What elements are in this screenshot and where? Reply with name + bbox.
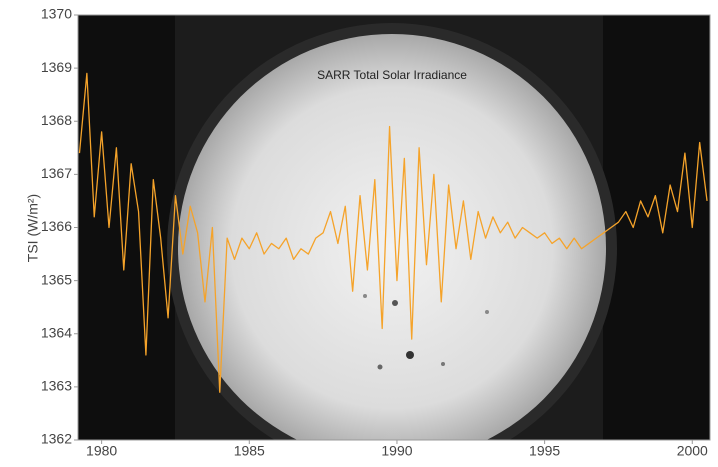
y-tick-label: 1368	[41, 112, 72, 128]
x-tick-label: 1990	[381, 443, 412, 459]
y-tick-label: 1363	[41, 378, 72, 394]
x-tick-label: 1980	[86, 443, 117, 459]
y-axis-label: TSI (W/m²)	[25, 194, 41, 262]
y-tick-label: 1370	[41, 6, 72, 22]
chart-title: SARR Total Solar Irradiance	[317, 68, 467, 82]
y-tick-label: 1362	[41, 431, 72, 447]
background	[78, 15, 710, 440]
x-tick-label: 1985	[234, 443, 265, 459]
y-tick-label: 1367	[41, 165, 72, 181]
y-tick-label: 1365	[41, 271, 72, 287]
x-tick-label: 2000	[677, 443, 708, 459]
y-tick-label: 1364	[41, 324, 72, 340]
plot-area	[78, 72, 708, 393]
line-series	[78, 72, 708, 393]
x-tick-label: 1995	[529, 443, 560, 459]
y-tick-label: 1366	[41, 218, 72, 234]
y-tick-label: 1369	[41, 59, 72, 75]
